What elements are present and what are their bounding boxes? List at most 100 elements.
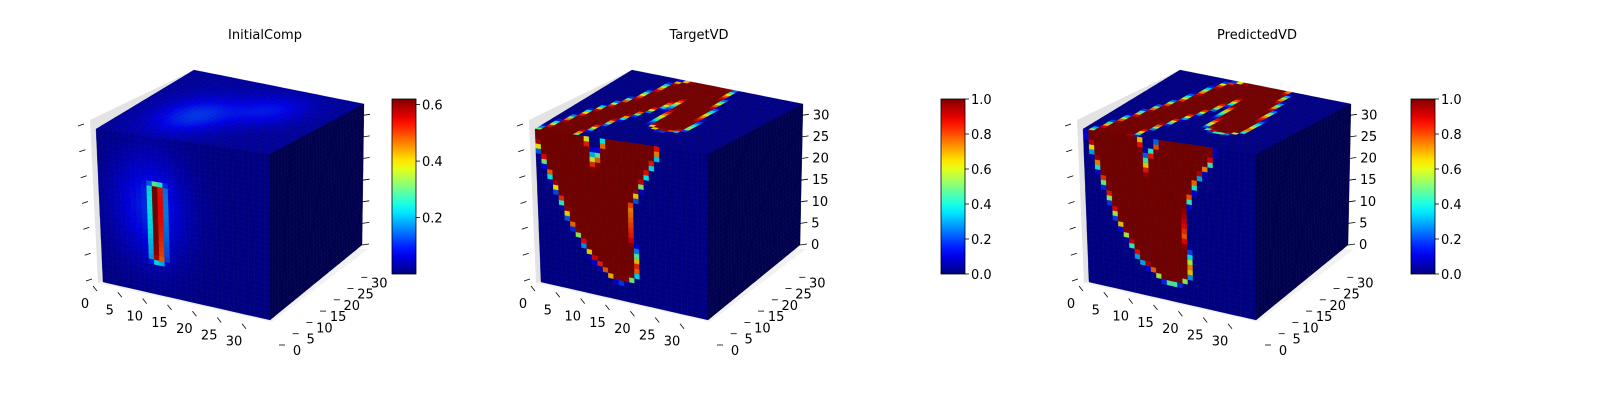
z-tick-mark — [363, 158, 370, 159]
x-tick-label: 20 — [176, 322, 193, 337]
y-tick-label: 30 — [809, 276, 826, 291]
left-axis-tick — [86, 279, 92, 281]
z-tick-mark — [800, 244, 807, 245]
x-tick-label: 0 — [519, 297, 527, 312]
colorbar — [941, 99, 965, 274]
colorbar-tick-label: 0.4 — [971, 198, 992, 213]
x-tick-mark — [581, 299, 585, 304]
z-tick-mark — [1348, 244, 1355, 245]
colorbar-tick-label: 0.0 — [971, 268, 992, 283]
x-tick-label: 30 — [226, 335, 243, 350]
z-tick-mark — [1350, 136, 1357, 137]
colorbar-tick-label: 0.2 — [1441, 233, 1462, 248]
x-tick-label: 10 — [564, 310, 581, 325]
x-tick-mark — [143, 299, 147, 304]
x-tick-label: 10 — [126, 310, 143, 325]
x-tick-mark — [217, 318, 221, 323]
x-tick-label: 15 — [589, 316, 606, 331]
x-tick-label: 15 — [1137, 316, 1154, 331]
left-axis-tick — [1069, 202, 1075, 204]
x-tick-label: 10 — [1112, 310, 1129, 325]
chart-title: TargetVD — [668, 28, 728, 43]
z-tick-label: 25 — [1361, 130, 1378, 145]
y-tick-label: 5 — [307, 333, 315, 348]
x-tick-mark — [242, 324, 246, 329]
colorbar-tick-label: 0.8 — [1441, 128, 1462, 143]
x-tick-label: 0 — [1067, 297, 1075, 312]
z-tick-mark — [363, 136, 370, 137]
z-tick-label: 25 — [813, 130, 830, 145]
left-axis-tick — [83, 227, 89, 229]
x-tick-mark — [1203, 318, 1207, 323]
x-tick-mark — [606, 305, 610, 310]
colorbar — [392, 99, 416, 274]
y-tick-label: 0 — [293, 344, 301, 359]
y-tick-label: 30 — [371, 276, 388, 291]
y-tick-label: 30 — [1357, 276, 1374, 291]
z-tick-label: 30 — [813, 108, 830, 123]
z-tick-mark — [1350, 114, 1357, 115]
colorbar-tick-label: 0.6 — [971, 163, 992, 178]
chart-title: InitialComp — [228, 28, 302, 43]
x-tick-label: 5 — [1092, 303, 1100, 318]
left-axis-tick — [1070, 227, 1076, 229]
left-axis-tick — [518, 150, 524, 152]
z-tick-mark — [363, 179, 370, 180]
chart-title: PredictedVD — [1217, 28, 1297, 43]
x-tick-mark — [168, 305, 172, 310]
colorbar-tick-label: 1.0 — [971, 93, 992, 108]
left-axis-tick — [519, 176, 525, 178]
left-axis-tick — [78, 124, 84, 126]
x-tick-mark — [655, 318, 659, 323]
z-tick-mark — [1349, 158, 1356, 159]
z-tick-mark — [1349, 179, 1356, 180]
x-tick-mark — [1104, 292, 1108, 297]
left-axis-tick — [521, 202, 527, 204]
z-tick-label: 0 — [811, 238, 819, 253]
x-tick-mark — [1178, 311, 1182, 316]
z-tick-label: 10 — [1360, 195, 1377, 210]
voxel-cube — [1083, 70, 1351, 320]
x-tick-label: 25 — [1187, 329, 1204, 344]
z-tick-label: 15 — [1360, 173, 1377, 188]
left-axis-tick — [1065, 124, 1071, 126]
z-tick-mark — [802, 114, 809, 115]
z-tick-label: 10 — [812, 195, 829, 210]
x-tick-mark — [1154, 305, 1158, 310]
x-tick-label: 20 — [1162, 322, 1179, 337]
z-tick-label: 20 — [1360, 152, 1377, 167]
y-tick-label: 0 — [1279, 344, 1287, 359]
x-tick-mark — [630, 311, 634, 316]
x-tick-label: 25 — [639, 329, 656, 344]
colorbar-tick-label: 0.0 — [1441, 268, 1462, 283]
z-tick-mark — [362, 201, 369, 202]
x-tick-label: 20 — [614, 322, 631, 337]
left-axis-tick — [524, 279, 530, 281]
x-tick-mark — [556, 292, 560, 297]
colorbar-tick-label: 0.4 — [422, 155, 443, 170]
left-axis-tick — [1071, 253, 1077, 255]
left-axis-tick — [1067, 176, 1073, 178]
colorbar-tick-label: 0.8 — [971, 128, 992, 143]
colorbar-tick-label: 0.6 — [1441, 163, 1462, 178]
x-tick-mark — [680, 324, 684, 329]
left-axis-tick — [81, 176, 87, 178]
x-tick-label: 15 — [151, 316, 168, 331]
colorbar-tick-label: 0.2 — [422, 212, 443, 227]
y-tick-label: 5 — [1293, 333, 1301, 348]
left-axis-tick — [523, 253, 529, 255]
x-tick-mark — [1228, 324, 1232, 329]
left-axis-tick — [522, 227, 528, 229]
x-tick-label: 0 — [81, 297, 89, 312]
left-axis-tick — [517, 124, 523, 126]
z-tick-label: 20 — [812, 152, 829, 167]
colorbar — [1411, 99, 1435, 274]
left-axis-tick — [1072, 279, 1078, 281]
y-tick-label: 0 — [731, 344, 739, 359]
z-tick-label: 0 — [1359, 238, 1367, 253]
z-tick-mark — [800, 222, 807, 223]
